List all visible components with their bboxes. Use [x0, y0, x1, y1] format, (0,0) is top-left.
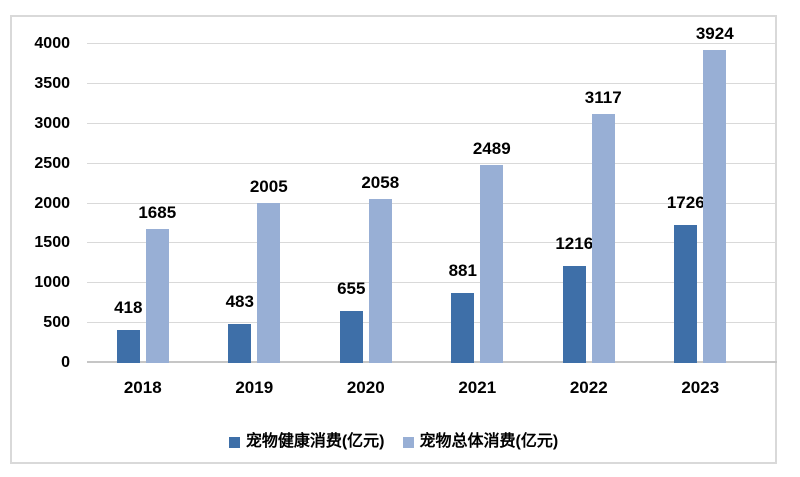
gridline — [87, 202, 777, 204]
x-axis-tick-label: 2021 — [458, 378, 497, 397]
gridline — [87, 242, 777, 244]
bar-value-label-series1-2019: 483 — [225, 292, 254, 312]
bar-value-label-series1-2021: 881 — [448, 260, 477, 280]
gridline — [87, 82, 777, 84]
y-axis-tick-label: 2000 — [34, 194, 70, 212]
bar-series1-2022 — [562, 266, 586, 363]
bar-series2-2021 — [480, 164, 504, 363]
legend-label-health-consumption: 宠物健康消费(亿元) — [245, 433, 385, 450]
bar-value-label-series2-2019: 2005 — [249, 177, 288, 197]
bar-value-label-series1-2022: 1216 — [555, 234, 594, 254]
bar-series2-2018 — [145, 228, 169, 363]
plot-area: 418 1685 483 2005 655 2058 881 2489 1216 3117 1726… — [87, 24, 777, 363]
bar-series2-2019 — [257, 203, 281, 363]
y-axis-tick-label: 3500 — [34, 74, 70, 92]
x-axis: 2018 2019 2020 2021 2022 2023 — [87, 377, 777, 399]
x-axis-tick-label: 2018 — [123, 378, 162, 397]
chart-frame: 418 1685 483 2005 655 2058 881 2489 1216 3117 1726… — [10, 15, 777, 464]
x-axis-tick-label: 2023 — [681, 378, 720, 397]
bar-series2-2020 — [368, 198, 392, 363]
bar-series1-2020 — [339, 310, 363, 363]
bar-value-label-series1-2023: 1726 — [666, 193, 705, 213]
x-axis-tick-label: 2020 — [346, 378, 385, 397]
legend-item-total-consumption: 宠物总体消费(亿元) — [402, 432, 559, 452]
bar-value-label-series2-2020: 2058 — [361, 172, 400, 192]
bar-series2-2022 — [591, 114, 615, 363]
bar-value-label-series2-2021: 2489 — [472, 138, 511, 158]
gridline — [87, 322, 777, 324]
legend: 宠物健康消费(亿元) 宠物总体消费(亿元) — [12, 430, 775, 454]
gridline — [87, 162, 777, 164]
gridline — [87, 282, 777, 284]
y-axis: 0 500 1000 1500 2000 2500 3000 3500 4000 — [12, 35, 78, 371]
x-axis-tick-label: 2019 — [235, 378, 274, 397]
bar-value-label-series2-2022: 3117 — [584, 88, 622, 108]
bar-series1-2019 — [228, 324, 252, 363]
legend-item-health-consumption: 宠物健康消费(亿元) — [228, 432, 385, 452]
y-axis-tick-label: 1000 — [34, 274, 70, 292]
y-axis-tick-label: 0 — [61, 354, 70, 371]
bar-value-label-series2-2023: 3924 — [695, 24, 734, 44]
y-axis-tick-label: 1500 — [34, 234, 70, 252]
bar-value-label-series2-2018: 1685 — [138, 202, 177, 222]
gridline — [87, 122, 777, 124]
bar-value-label-series1-2018: 418 — [114, 297, 143, 317]
bar-series1-2023 — [674, 225, 698, 363]
bar-value-label-series1-2020: 655 — [337, 278, 366, 298]
x-axis-tick-label: 2022 — [569, 378, 608, 397]
y-axis-tick-label: 4000 — [34, 35, 70, 52]
bar-series2-2023 — [703, 50, 727, 363]
legend-swatch-total-consumption — [402, 436, 414, 448]
legend-label-total-consumption: 宠物总体消费(亿元) — [419, 433, 559, 450]
bar-series1-2021 — [451, 292, 475, 363]
gridline — [87, 43, 777, 44]
x-axis-line — [87, 361, 777, 363]
legend-swatch-health-consumption — [228, 436, 240, 448]
bar-series1-2018 — [116, 329, 140, 363]
y-axis-tick-label: 500 — [43, 314, 70, 332]
y-axis-tick-label: 3000 — [34, 114, 70, 132]
y-axis-tick-label: 2500 — [34, 154, 70, 172]
